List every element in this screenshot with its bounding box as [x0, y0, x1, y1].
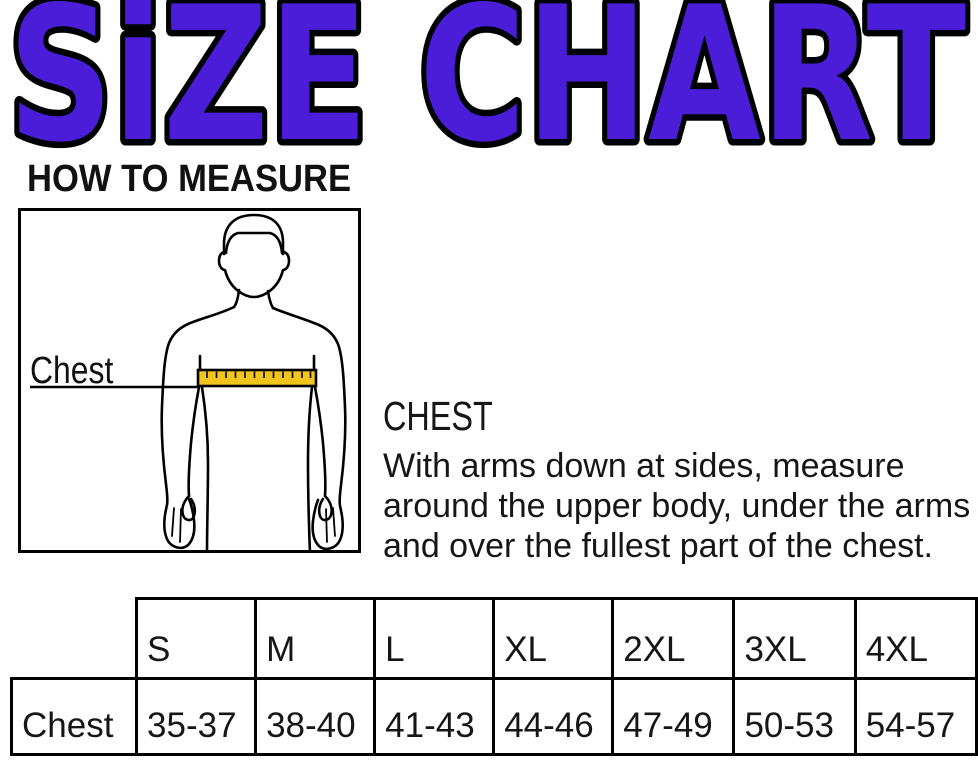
chest-size-value: 47-49 [611, 677, 736, 756]
chest-size-value: 41-43 [373, 677, 496, 756]
chest-instructions-line: and over the fullest part of the chest. [383, 527, 933, 565]
size-chart-title: SiZE CHART [2, 0, 973, 190]
size-column-header: S [135, 597, 258, 680]
table-corner-spacer [12, 599, 137, 679]
size-column-header: L [373, 597, 496, 680]
size-column-header: M [254, 597, 377, 680]
size-column-header: 2XL [611, 597, 736, 680]
chest-measurements-row: Chest 35-37 38-40 41-43 44-46 47-49 50-5… [9, 677, 978, 756]
size-table-header-row: S M L XL 2XL 3XL 4XL [12, 597, 978, 680]
diagram-border [18, 208, 361, 553]
size-table: S M L XL 2XL 3XL 4XL Chest 35-37 38-40 4… [9, 597, 978, 756]
tape-ticks [206, 371, 312, 378]
chest-instructions-line: With arms down at sides, measure [383, 447, 905, 485]
chest-size-value: 54-57 [853, 677, 978, 756]
chest-size-value: 44-46 [492, 677, 615, 756]
measuring-tape [196, 368, 318, 388]
chest-size-value: 38-40 [254, 677, 377, 756]
size-column-header: XL [492, 597, 615, 680]
chest-instructions: With arms down at sides, measure around … [383, 446, 970, 566]
body-outline-icon [160, 213, 347, 553]
chest-label: Chest [30, 349, 114, 391]
size-chart-title-text: SiZE CHART [8, 0, 966, 183]
chest-section-heading: CHEST [383, 393, 493, 439]
measure-diagram: Chest [18, 208, 361, 553]
chest-size-value: 50-53 [732, 677, 857, 756]
chest-size-value: 35-37 [135, 677, 258, 756]
chest-instructions-line: around the upper body, under the arms [383, 487, 971, 525]
how-to-measure-heading: HOW TO MEASURE [27, 158, 352, 200]
chest-row-label: Chest [9, 677, 139, 756]
size-column-header: 4XL [853, 597, 978, 680]
size-column-header: 3XL [732, 597, 857, 680]
